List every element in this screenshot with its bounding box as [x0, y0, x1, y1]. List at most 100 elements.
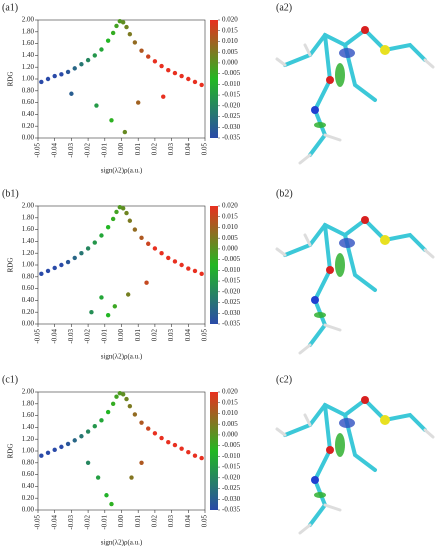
colorbar-tick-label: -0.035: [222, 134, 241, 142]
x-tick-label: -0.03: [67, 329, 75, 344]
colorbar-tick-label: -0.010: [222, 80, 241, 88]
colorbar-tick-label: -0.015: [222, 463, 241, 471]
colorbar-tick-label: -0.025: [222, 298, 241, 306]
colorbar-tick-label: 0.005: [222, 420, 238, 428]
data-point: [65, 69, 71, 75]
plot-area: [37, 391, 206, 511]
colorbar-tick-label: 0.015: [222, 212, 238, 220]
colorbar-tick-label: 0.020: [222, 388, 238, 396]
data-point: [139, 460, 144, 465]
x-tick-label: -0.04: [50, 143, 58, 158]
data-point: [94, 103, 99, 108]
colorbar: [210, 392, 218, 510]
y-tick-label: 1.60: [22, 411, 35, 419]
y-tick-label: 0.80: [22, 272, 35, 280]
x-tick-label: 0.04: [184, 515, 192, 528]
y-tick-label: 0.80: [22, 86, 35, 94]
panel-label: (c1): [2, 374, 18, 385]
y-axis-label: RDG: [7, 444, 15, 459]
colorbar-tick-label: -0.025: [222, 484, 241, 492]
panel-label: (a1): [2, 2, 18, 13]
colorbar: [210, 20, 218, 138]
data-point: [99, 418, 104, 423]
data-point: [146, 54, 151, 59]
x-tick-label: -0.02: [84, 143, 92, 158]
data-point: [179, 262, 184, 268]
data-point: [72, 255, 77, 261]
data-point: [186, 449, 191, 455]
x-tick-label: 0.04: [184, 143, 192, 156]
data-point: [120, 392, 126, 397]
colorbar-tick-label: -0.010: [222, 266, 241, 274]
y-tick-label: 1.00: [22, 447, 35, 455]
x-tick-label: -0.02: [84, 329, 92, 344]
data-point: [186, 266, 191, 271]
y-tick-label: 0.80: [22, 458, 35, 466]
colorbar-tick-label: -0.005: [222, 255, 241, 263]
molecule-image: [275, 394, 435, 535]
panel-label: (b1): [2, 188, 19, 199]
data-point: [99, 295, 104, 300]
x-tick-label: -0.01: [100, 143, 108, 158]
data-point: [152, 431, 158, 436]
data-point: [159, 63, 164, 69]
data-point: [114, 394, 119, 399]
data-point: [139, 235, 144, 241]
data-point: [166, 439, 171, 445]
data-point: [109, 501, 114, 507]
colorbar-tick-label: 0.000: [222, 245, 238, 253]
colorbar-tick-label: -0.035: [222, 506, 241, 514]
data-point: [120, 206, 126, 211]
data-point: [129, 475, 134, 480]
data-point: [52, 447, 57, 453]
data-point: [117, 390, 123, 396]
data-point: [45, 450, 51, 455]
data-point: [45, 76, 51, 82]
x-tick-label: 0.01: [134, 329, 142, 342]
x-tick-label: 0.00: [117, 143, 125, 156]
data-point: [166, 255, 171, 261]
x-tick-label: -0.03: [67, 515, 75, 530]
data-point: [112, 304, 118, 309]
x-tick-label: 0.02: [151, 143, 159, 156]
data-point: [179, 73, 184, 79]
data-point: [144, 280, 149, 285]
y-tick-label: 0.20: [22, 308, 35, 316]
x-tick-label: 0.03: [167, 515, 175, 528]
data-point: [114, 23, 119, 29]
data-point: [166, 67, 171, 73]
colorbar-tick-label: -0.010: [222, 452, 241, 460]
data-point: [199, 455, 204, 461]
data-point: [146, 426, 151, 431]
data-point: [95, 475, 101, 480]
colorbar: [210, 206, 218, 324]
colorbar-tick-label: -0.030: [222, 123, 241, 131]
y-tick-label: 1.60: [22, 39, 35, 47]
data-point: [132, 227, 138, 232]
data-point: [122, 129, 128, 135]
data-point: [39, 79, 44, 85]
y-tick-label: 0.40: [22, 296, 35, 304]
x-tick-label: -0.04: [50, 329, 58, 344]
data-point: [159, 251, 164, 256]
y-tick-label: 0.40: [22, 482, 35, 490]
data-point: [85, 429, 91, 434]
data-point: [172, 442, 178, 448]
x-tick-label: 0.04: [184, 329, 192, 342]
y-tick-label: 1.00: [22, 75, 35, 83]
x-tick-label: -0.05: [34, 329, 42, 344]
data-point: [92, 424, 97, 429]
data-point: [69, 91, 74, 96]
panel-label: (a2): [276, 2, 292, 13]
y-tick-label: 0.00: [22, 320, 35, 328]
x-tick-label: -0.04: [50, 515, 58, 530]
data-point: [52, 73, 57, 79]
x-axis-label: sign(λ2)ρ(a.u.): [101, 353, 143, 361]
data-point: [192, 268, 198, 274]
data-point: [105, 38, 111, 43]
x-tick-label: 0.01: [134, 143, 142, 156]
colorbar-tick-label: 0.015: [222, 398, 238, 406]
colorbar-tick-label: -0.015: [222, 277, 241, 285]
data-point: [79, 62, 84, 67]
